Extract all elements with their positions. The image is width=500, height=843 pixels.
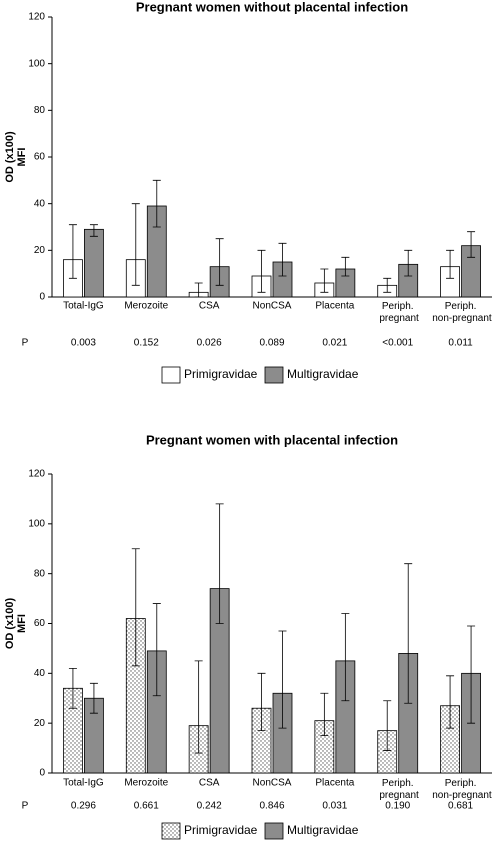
chart-title: Pregnant women with placental infection bbox=[146, 432, 398, 447]
legend-swatch bbox=[264, 822, 284, 840]
y-tick-label: 60 bbox=[34, 152, 46, 163]
p-label: P bbox=[22, 801, 29, 812]
error-bar bbox=[320, 692, 329, 737]
x-tick-label: Periph. non-pregnant bbox=[429, 301, 491, 324]
x-tick-label: CSA bbox=[199, 778, 220, 789]
y-tick-label: 100 bbox=[28, 518, 45, 529]
p-value: 0.089 bbox=[259, 338, 284, 349]
y-tick-label: 20 bbox=[34, 245, 46, 256]
p-value: 0.242 bbox=[197, 801, 222, 812]
y-tick-label: 20 bbox=[34, 718, 46, 729]
y-tick-label: 80 bbox=[34, 105, 46, 116]
p-value: 0.190 bbox=[385, 801, 410, 812]
error-bar bbox=[257, 249, 266, 293]
y-axis-label: OD (x100) bbox=[4, 131, 16, 183]
error-bar bbox=[467, 625, 476, 724]
error-bar bbox=[278, 630, 287, 729]
p-value: <0.001 bbox=[382, 338, 413, 349]
y-axis-label: MFI bbox=[16, 614, 28, 633]
legend-label: Primigravidae bbox=[184, 367, 258, 381]
x-tick-label: Placenta bbox=[315, 778, 354, 789]
p-value: 0.026 bbox=[197, 338, 222, 349]
p-value: 0.011 bbox=[448, 338, 473, 349]
error-bar bbox=[89, 682, 98, 714]
y-tick-label: 0 bbox=[39, 768, 45, 779]
p-label: P bbox=[22, 338, 29, 349]
p-value: 0.681 bbox=[448, 801, 473, 812]
x-tick-label: Periph. pregnant bbox=[377, 778, 419, 801]
y-tick-label: 120 bbox=[28, 12, 45, 23]
p-value: 0.031 bbox=[322, 801, 347, 812]
error-bar bbox=[320, 268, 329, 293]
legend-swatch bbox=[264, 366, 284, 384]
error-bar bbox=[446, 675, 455, 729]
x-tick-label: NonCSA bbox=[253, 778, 292, 789]
error-bar bbox=[383, 700, 392, 751]
p-value: 0.296 bbox=[71, 801, 96, 812]
error-bar bbox=[257, 672, 266, 732]
y-tick-label: 0 bbox=[39, 292, 45, 303]
p-value: 0.661 bbox=[134, 801, 159, 812]
y-tick-label: 60 bbox=[34, 618, 46, 629]
error-bar bbox=[131, 203, 140, 286]
y-tick-label: 40 bbox=[34, 198, 46, 209]
x-tick-label: Total-IgG bbox=[63, 301, 104, 312]
y-tick-label: 40 bbox=[34, 668, 46, 679]
chart-title: Pregnant women without placental infecti… bbox=[136, 0, 408, 14]
x-tick-label: Merozoite bbox=[124, 778, 168, 789]
error-bar bbox=[467, 231, 476, 258]
y-tick-label: 100 bbox=[28, 58, 45, 69]
error-bar bbox=[341, 613, 350, 702]
x-tick-label: Total-IgG bbox=[63, 778, 104, 789]
p-value: 0.152 bbox=[134, 338, 159, 349]
error-bar bbox=[131, 548, 140, 667]
y-tick-label: 120 bbox=[28, 469, 45, 480]
error-bar bbox=[89, 224, 98, 237]
y-axis-label: OD (x100) bbox=[4, 597, 16, 649]
x-tick-label: CSA bbox=[199, 301, 220, 312]
y-tick-label: 80 bbox=[34, 568, 46, 579]
error-bar bbox=[404, 563, 413, 704]
error-bar bbox=[383, 277, 392, 293]
error-bar bbox=[68, 224, 77, 279]
legend-swatch bbox=[161, 366, 181, 384]
error-bar bbox=[404, 249, 413, 277]
error-bar bbox=[446, 249, 455, 279]
error-bar bbox=[341, 256, 350, 277]
x-tick-label: NonCSA bbox=[253, 301, 292, 312]
error-bar bbox=[68, 667, 77, 709]
legend-label: Multigravidae bbox=[287, 367, 359, 381]
x-tick-label: Periph. pregnant bbox=[377, 301, 419, 324]
error-bar bbox=[194, 660, 203, 754]
error-bar bbox=[152, 179, 161, 228]
x-tick-label: Merozoite bbox=[124, 301, 168, 312]
error-bar bbox=[215, 503, 224, 624]
error-bar bbox=[152, 603, 161, 697]
legend-label: Multigravidae bbox=[287, 823, 359, 837]
p-value: 0.003 bbox=[71, 338, 96, 349]
bar bbox=[84, 228, 104, 298]
p-value: 0.846 bbox=[259, 801, 284, 812]
legend-swatch bbox=[161, 822, 181, 840]
error-bar bbox=[278, 242, 287, 277]
y-axis-label: MFI bbox=[16, 148, 28, 167]
x-tick-label: Placenta bbox=[315, 301, 354, 312]
p-value: 0.021 bbox=[322, 338, 347, 349]
x-tick-label: Periph. non-pregnant bbox=[429, 778, 491, 801]
error-bar bbox=[215, 238, 224, 286]
legend-label: Primigravidae bbox=[184, 823, 258, 837]
error-bar bbox=[194, 282, 203, 298]
